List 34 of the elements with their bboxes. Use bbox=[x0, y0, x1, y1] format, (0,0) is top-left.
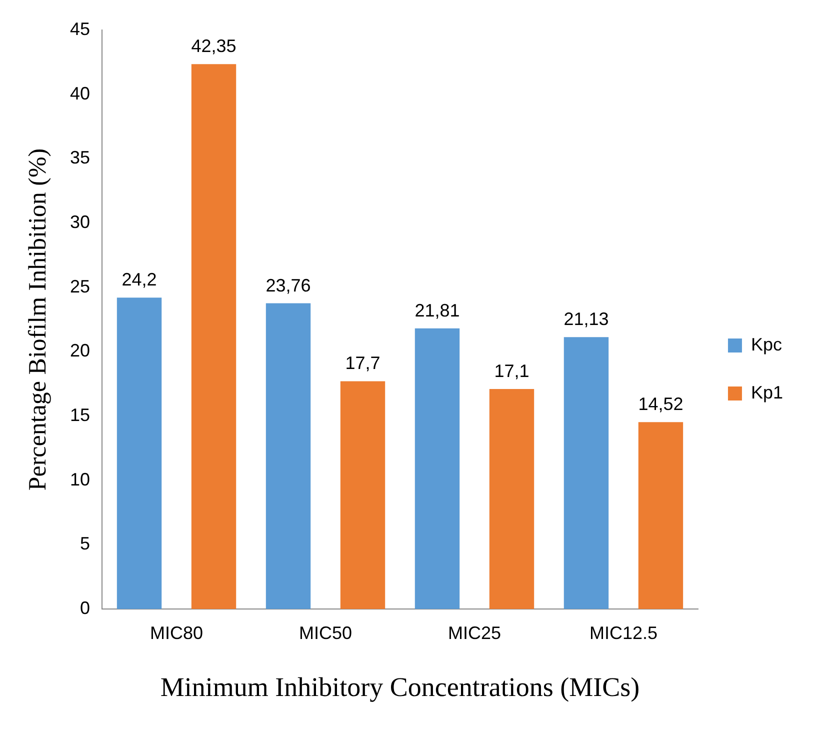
bar bbox=[340, 381, 386, 609]
y-tick-label: 30 bbox=[70, 212, 90, 232]
y-tick-label: 0 bbox=[80, 598, 90, 618]
bar bbox=[191, 64, 236, 609]
bar bbox=[638, 422, 684, 609]
data-label: 42,35 bbox=[191, 36, 236, 56]
y-tick-label: 25 bbox=[70, 276, 90, 296]
data-label: 21,81 bbox=[414, 300, 460, 320]
bar bbox=[116, 298, 162, 609]
bar bbox=[414, 328, 460, 609]
y-axis-title: Percentage Biofilm Inhibition (%) bbox=[24, 148, 52, 491]
x-tick-label: MIC50 bbox=[298, 622, 352, 643]
data-label: 14,52 bbox=[638, 394, 684, 414]
y-tick-label: 10 bbox=[70, 469, 90, 490]
y-tick-label: 15 bbox=[70, 404, 90, 425]
legend-label: Kp1 bbox=[750, 382, 784, 402]
bar bbox=[489, 388, 534, 609]
x-tick-label: MIC12.5 bbox=[589, 622, 658, 643]
data-label: 17,1 bbox=[494, 360, 530, 381]
x-tick-label: MIC25 bbox=[448, 622, 501, 643]
bar bbox=[564, 337, 609, 609]
y-tick-label: 5 bbox=[80, 534, 90, 554]
y-tick-label: 45 bbox=[70, 18, 90, 39]
data-label: 24,2 bbox=[122, 270, 157, 290]
x-tick-label: MIC80 bbox=[150, 622, 204, 643]
data-label: 17,7 bbox=[345, 353, 380, 374]
data-label: 23,76 bbox=[266, 275, 311, 296]
y-tick-label: 20 bbox=[70, 340, 90, 361]
y-tick-label: 40 bbox=[70, 83, 90, 104]
data-label: 21,13 bbox=[564, 309, 609, 330]
x-axis-title: Minimum Inhibitory Concentrations (MICs) bbox=[160, 672, 640, 702]
y-tick-label: 35 bbox=[70, 148, 90, 168]
bar bbox=[266, 303, 311, 609]
legend-label: Kpc bbox=[750, 334, 782, 354]
